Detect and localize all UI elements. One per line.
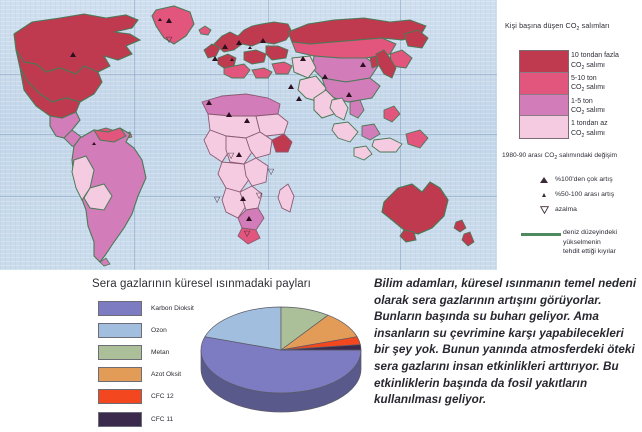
map-marker-increase-large [360,62,366,67]
map-marker-increase-small [230,58,234,61]
landmass-europe [200,18,296,90]
legend-marker-row-large-increase: %100'den çok artış [535,172,641,187]
map-marker-increase-small [158,18,162,21]
pie-legend-label: CFC 12 [151,393,174,401]
legend-title: Kişi başına düşen CO2 salımları [505,21,640,32]
map-marker-increase-large [70,52,76,57]
pie-legend-swatch [98,389,142,405]
legend-marker-label: azalma [555,206,577,213]
map-marker-decrease: ▽ [256,191,263,200]
map-marker-increase-large [236,152,242,157]
legend-coast-label: deniz düzeyindeki yükselmenin tehdit ett… [563,229,618,256]
legend-change-markers: %100'den çok artış %50-100 arası artış a… [535,172,641,217]
world-map-panel: ▽ ▽ ▽ ▽ ▽ ▽ [0,0,497,270]
map-legend-panel: Kişi başına düşen CO2 salımları 10 tonda… [497,0,642,270]
article-paragraph: Bilim adamları, küresel ısınmanın temel … [374,277,637,407]
graticule-line [134,0,135,270]
map-marker-increase-large [260,38,266,43]
legend-swatch-5-10-tons [520,72,568,95]
legend-label-under-1-ton: 1 tondan az CO2 salımı [571,120,608,139]
triangle-down-outline-icon [535,205,553,214]
pie-legend-swatch [98,344,142,360]
graticule-line [0,74,497,75]
map-marker-decrease: ▽ [244,229,251,238]
map-marker-increase-large [246,216,252,221]
pie-legend-label: CFC 11 [151,415,174,423]
map-marker-increase-large [346,92,352,97]
landmass-southeast-asia [328,96,438,168]
pie-chart-legend: Karbon Dioksit Ozon Metan Azot Oksit CFC… [98,297,208,430]
legend-swatch-over-10-tons [520,51,568,73]
map-marker-increase-large [296,96,302,101]
map-marker-increase-large [236,40,242,45]
legend-marker-row-decrease: azalma [535,202,641,217]
legend-label-over-10-tons: 10 tondan fazla CO2 salımı [571,52,619,71]
pie-chart-title: Sera gazlarının küresel ısınmadaki payla… [92,278,311,290]
pie-legend-label: Metan [151,348,170,356]
graticule-line [400,0,401,270]
triangle-up-large-icon [535,176,553,183]
pie-chart-3d [186,292,376,428]
map-marker-increase-small [92,142,96,145]
landmass-australia [378,178,468,254]
map-marker-increase-large [240,196,246,201]
landmass-south-america [60,126,170,267]
green-line-icon [521,233,561,236]
map-marker-increase-large [222,44,228,49]
map-marker-increase-large [300,56,306,61]
map-marker-increase-large [226,112,232,117]
pie-legend-swatch [98,411,142,427]
map-marker-decrease: ▽ [214,195,221,204]
legend-title-subscript: 2 [576,26,580,32]
pie-legend-item-karbon-dioksit: Karbon Dioksit [98,297,208,319]
legend-label-5-10-tons: 5-10 ton CO2 salımı [571,74,606,94]
legend-change-title: 1980-90 arası CO2 salımındaki değişim [502,152,618,161]
legend-scale-labels: 10 tondan fazla CO2 salımı 5-10 ton CO2 … [571,50,641,141]
legend-title-suffix: salımları [579,21,610,30]
legend-marker-row-medium-increase: %50-100 arası artış [535,187,641,202]
pie-chart-svg [200,306,362,413]
pie-legend-item-azot-oksit: Azot Oksit [98,364,208,386]
map-marker-increase-large [244,118,250,123]
map-marker-decrease: ▽ [166,35,173,44]
landmass-greenland [140,4,200,50]
landmass-africa [196,86,306,248]
legend-swatch-1-5-tons [520,94,568,117]
pie-legend-swatch [98,367,142,383]
legend-marker-label: %100'den çok artış [555,176,613,183]
pie-legend-swatch [98,300,142,316]
pie-legend-label: Ozon [151,326,167,334]
map-marker-increase-large [322,74,328,79]
pie-legend-item-cfc-12: CFC 12 [98,386,208,408]
map-marker-increase-large [212,56,218,61]
pie-legend-item-cfc-11: CFC 11 [98,408,208,430]
pie-slice-ozon [204,306,282,351]
map-marker-decrease: ▽ [268,167,275,176]
pie-legend-item-metan: Metan [98,341,208,363]
pie-slice-cfc-11 [280,344,362,351]
pie-legend-swatch [98,322,142,338]
landmass-asia [286,14,466,134]
pie-slice-karbon-dioksit [200,336,362,394]
legend-color-scale [519,50,569,139]
legend-label-1-5-tons: 1-5 ton CO2 salımı [571,97,606,117]
landmass-iceland [196,24,214,38]
legend-title-prefix: Kişi başına düşen CO [505,21,577,30]
legend-swatch-under-1-ton [520,116,568,138]
landmass-new-zealand [452,218,482,254]
triangle-up-small-icon [535,192,553,197]
pie-legend-item-ozon: Ozon [98,319,208,341]
legend-coast-row: deniz düzeyindeki yükselmenin tehdit ett… [521,228,641,257]
landmass-japan [369,48,404,92]
map-marker-increase-large [288,84,294,89]
map-marker-increase-small [248,46,252,49]
map-marker-increase-large [206,100,212,105]
pie-legend-label: Azot Oksit [151,371,182,379]
legend-marker-label: %50-100 arası artış [555,191,615,198]
bottom-panel: Sera gazlarının küresel ısınmadaki payla… [0,270,642,432]
map-marker-decrease: ▽ [228,151,235,160]
map-marker-increase-large [166,18,172,23]
pie-legend-label: Karbon Dioksit [151,304,194,312]
